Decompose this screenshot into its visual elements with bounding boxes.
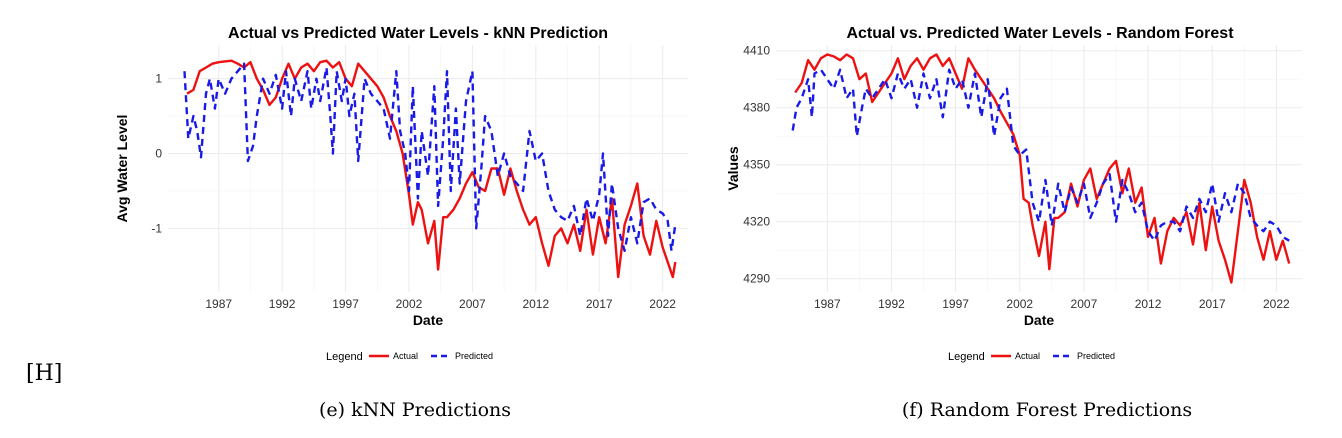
legend: Legend Actual Predicted xyxy=(948,351,1115,363)
x-tick-label: 2007 xyxy=(459,297,486,311)
legend-label-predicted: Predicted xyxy=(1077,351,1115,361)
chart-title: Actual vs Predicted Water Levels - kNN P… xyxy=(228,25,608,42)
chart-caption-knn: (e) kNN Predictions xyxy=(318,399,512,421)
chart-knn: 1987 1992 1997 2002 2007 2012 2017 2022 -1 0 1 Actu… xyxy=(114,25,688,363)
chart-caption-random-forest: (f) Random Forest Predictions xyxy=(901,399,1193,421)
y-tick-label: -1 xyxy=(151,221,162,235)
x-tick-label: 1997 xyxy=(942,297,969,311)
y-tick-label: 4410 xyxy=(743,44,770,58)
y-tick-label: 4290 xyxy=(743,272,770,286)
x-tick-label: 1987 xyxy=(205,297,232,311)
x-tick-label: 1992 xyxy=(269,297,296,311)
x-tick-label: 2007 xyxy=(1071,297,1098,311)
series-line-predicted xyxy=(183,62,677,252)
y-tick-label: 0 xyxy=(155,147,162,161)
y-tick-label: 4320 xyxy=(743,215,770,229)
chart-title: Actual vs. Predicted Water Levels - Rand… xyxy=(846,25,1234,42)
legend-title: Legend xyxy=(326,351,363,363)
x-tick-label: 1992 xyxy=(878,297,905,311)
x-tick-label: 2022 xyxy=(1263,297,1290,311)
x-tick-label: 2002 xyxy=(1006,297,1033,311)
x-tick-label: 2012 xyxy=(1135,297,1162,311)
x-axis-title: Date xyxy=(1024,312,1055,328)
x-tick-label: 1987 xyxy=(814,297,841,311)
y-axis-title: Avg Water Level xyxy=(114,115,130,223)
legend-label-predicted: Predicted xyxy=(455,351,493,361)
y-tick-label: 4350 xyxy=(743,158,770,172)
float-placement-marker: [H] xyxy=(26,361,63,386)
series-line-actual xyxy=(794,53,1291,284)
legend-title: Legend xyxy=(948,351,985,363)
legend-label-actual: Actual xyxy=(1015,351,1040,361)
x-tick-label: 2017 xyxy=(586,297,613,311)
chart-random-forest: 1987 1992 1997 2002 2007 2012 2017 2022 4290 4320… xyxy=(725,25,1302,363)
x-tick-label: 2002 xyxy=(396,297,423,311)
y-tick-label: 4380 xyxy=(743,101,770,115)
series-line-actual xyxy=(186,59,677,279)
y-tick-label: 1 xyxy=(155,72,162,86)
legend-label-actual: Actual xyxy=(393,351,418,361)
legend: Legend Actual Predicted xyxy=(326,351,493,363)
y-axis-title: Values xyxy=(725,146,741,191)
x-axis-title: Date xyxy=(413,312,444,328)
x-tick-label: 2022 xyxy=(649,297,676,311)
x-tick-label: 2017 xyxy=(1199,297,1226,311)
x-tick-label: 1997 xyxy=(332,297,359,311)
x-tick-label: 2012 xyxy=(522,297,549,311)
